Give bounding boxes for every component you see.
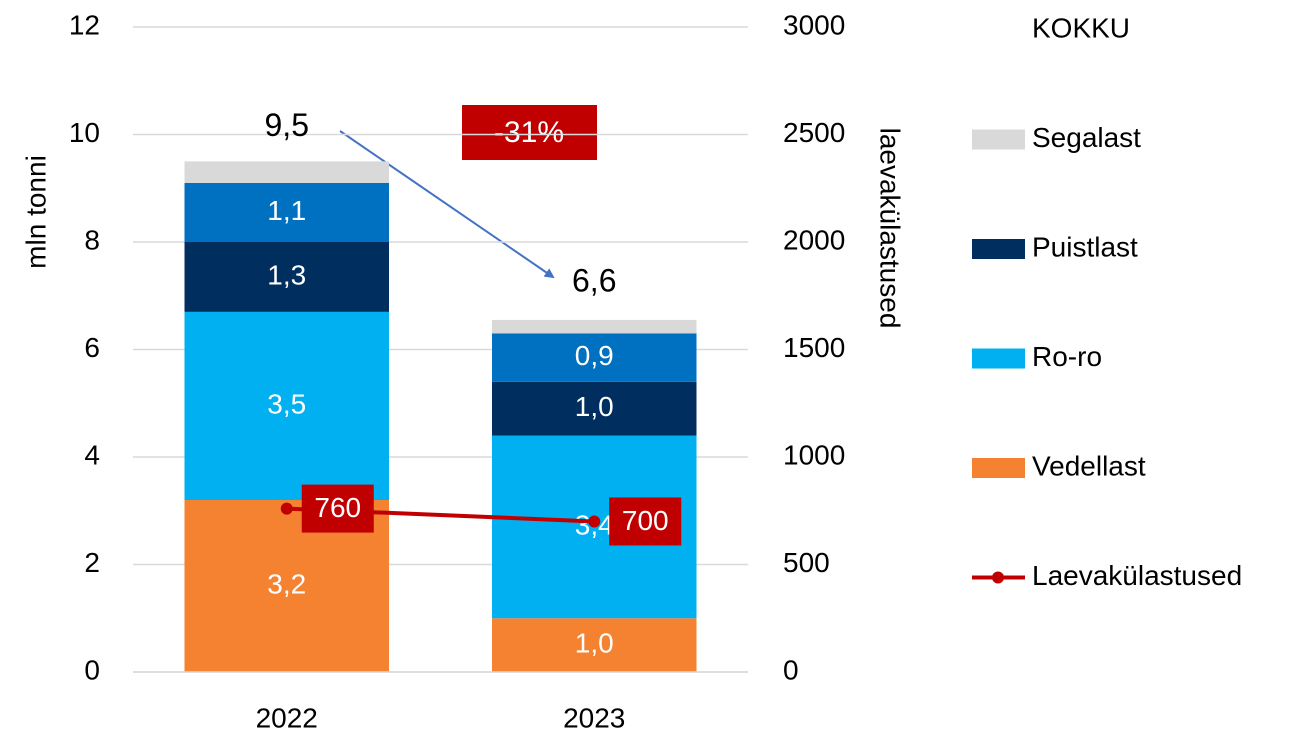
bar-segment: [492, 333, 697, 382]
legend-label: Vedellast: [1032, 450, 1146, 481]
y-tick-label: 2: [84, 547, 100, 578]
bar-value-label: 3,5: [267, 388, 306, 419]
y-tick-label: 0: [84, 654, 100, 685]
y2-tick-label: 2000: [783, 224, 845, 255]
annotation: -31%: [494, 116, 564, 149]
y2-tick-label: 0: [783, 654, 799, 685]
y2-tick-label: 3000: [783, 9, 845, 40]
y2-tick-label: 500: [783, 547, 830, 578]
line-label-box: [609, 497, 682, 546]
bar-value-label: 1,0: [575, 628, 614, 659]
y2-axis-title: laevakülastused: [875, 128, 906, 329]
line-value-label: 700: [622, 505, 669, 536]
y-tick-label: 4: [84, 439, 100, 470]
y2-tick-label: 1000: [783, 439, 845, 470]
legend-label: Segalast: [1032, 122, 1141, 153]
bar-value-label: 3,2: [267, 568, 306, 599]
line-marker: [588, 515, 601, 528]
total-label: 6,6: [572, 263, 616, 299]
legend-swatch: [972, 348, 1025, 369]
bar-value-label: 1,0: [575, 391, 614, 422]
legend-swatch: [972, 458, 1025, 478]
legend-label: KOKKU: [1032, 12, 1130, 43]
bar-segment: [184, 182, 389, 242]
trend-arrow: [339, 130, 555, 279]
line-label-box: [301, 484, 374, 533]
x-tick-label: 2023: [563, 702, 625, 733]
legend-label: Puistlast: [1032, 231, 1138, 262]
annotation-box: [462, 105, 597, 160]
legend-label: Laevakülastused: [1032, 560, 1242, 591]
legend-swatch: [992, 571, 1004, 584]
y-tick-label: 6: [84, 332, 100, 363]
total-label: 9,5: [265, 107, 309, 143]
y2-tick-label: 1500: [783, 332, 845, 363]
bar-segment: [184, 311, 389, 500]
bar-segment: [492, 618, 697, 672]
legend-label: Ro-ro: [1032, 341, 1102, 372]
y-axis-title: mln tonni: [20, 155, 51, 269]
y2-tick-label: 2500: [783, 117, 845, 148]
bar-value-label: 0,9: [575, 340, 614, 371]
x-tick-label: 2022: [256, 702, 318, 733]
bar-segment: [492, 319, 697, 334]
legend-swatch: [972, 239, 1025, 259]
bar-segment: [184, 161, 389, 183]
line-value-label: 760: [314, 492, 361, 523]
line-marker: [280, 502, 293, 515]
y-tick-label: 8: [84, 224, 100, 255]
bar-value-label: 1,3: [267, 259, 306, 290]
y-tick-label: 12: [69, 9, 100, 40]
y-tick-label: 10: [69, 117, 100, 148]
bar-value-label: 1,1: [267, 195, 306, 226]
bar-segment: [492, 381, 697, 436]
legend-swatch: [972, 129, 1025, 150]
bar-segment: [184, 242, 389, 312]
